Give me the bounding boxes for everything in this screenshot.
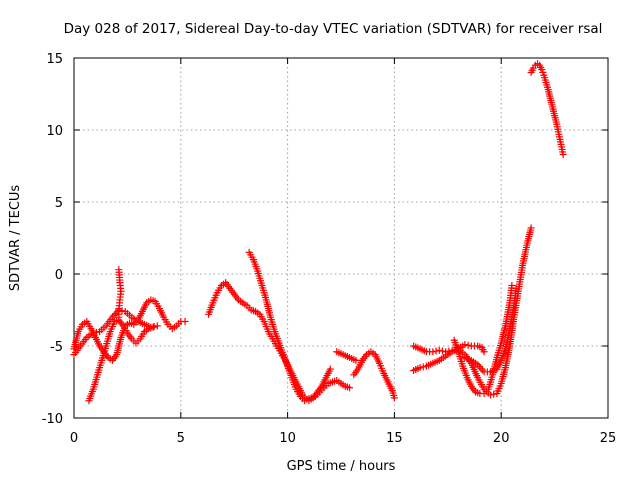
data-point	[352, 356, 360, 364]
y-tick-label: 15	[46, 52, 63, 67]
data-point	[527, 224, 535, 232]
data-points	[70, 60, 567, 405]
x-tick-label: 15	[386, 431, 403, 446]
data-point	[512, 284, 520, 292]
data-point	[326, 365, 334, 373]
y-tick-label: 10	[46, 124, 63, 139]
x-tick-label: 10	[279, 431, 296, 446]
data-point	[479, 366, 487, 374]
x-tick-label: 0	[70, 431, 78, 446]
data-point	[390, 394, 398, 402]
data-point	[559, 150, 567, 158]
data-point	[490, 390, 498, 398]
y-tick-label: 0	[55, 268, 63, 283]
axis-ticks	[73, 57, 609, 419]
y-tick-label: -10	[42, 412, 63, 427]
data-point	[487, 391, 495, 399]
data-point	[461, 341, 469, 349]
data-point	[419, 363, 427, 371]
data-point	[480, 348, 488, 356]
x-tick-label: 20	[493, 431, 510, 446]
y-tick-label: 5	[55, 196, 63, 211]
data-point	[508, 282, 516, 290]
data-point	[150, 323, 158, 331]
grid	[74, 58, 608, 418]
x-tick-labels: 0 5 10 15 20 25	[70, 431, 616, 446]
x-axis-label: GPS time / hours	[287, 459, 396, 474]
data-point	[464, 341, 472, 349]
x-tick-label: 5	[177, 431, 185, 446]
y-tick-label: -5	[50, 340, 63, 355]
data-point	[149, 323, 157, 331]
data-point	[181, 318, 189, 326]
plot-frame	[73, 57, 609, 419]
data-point	[115, 313, 123, 321]
data-point	[438, 347, 446, 355]
data-point	[435, 346, 443, 354]
data-point	[429, 348, 437, 356]
chart-title: Day 028 of 2017, Sidereal Day-to-day VTE…	[64, 21, 603, 37]
y-axis-label: SDTVAR / TECUs	[8, 185, 23, 292]
y-tick-labels: -10 -5 0 5 10 15	[42, 52, 63, 427]
data-point	[477, 364, 485, 372]
x-tick-label: 25	[600, 431, 617, 446]
data-point	[432, 347, 440, 355]
data-point	[416, 364, 424, 372]
data-point	[346, 384, 354, 392]
data-point	[153, 322, 161, 330]
